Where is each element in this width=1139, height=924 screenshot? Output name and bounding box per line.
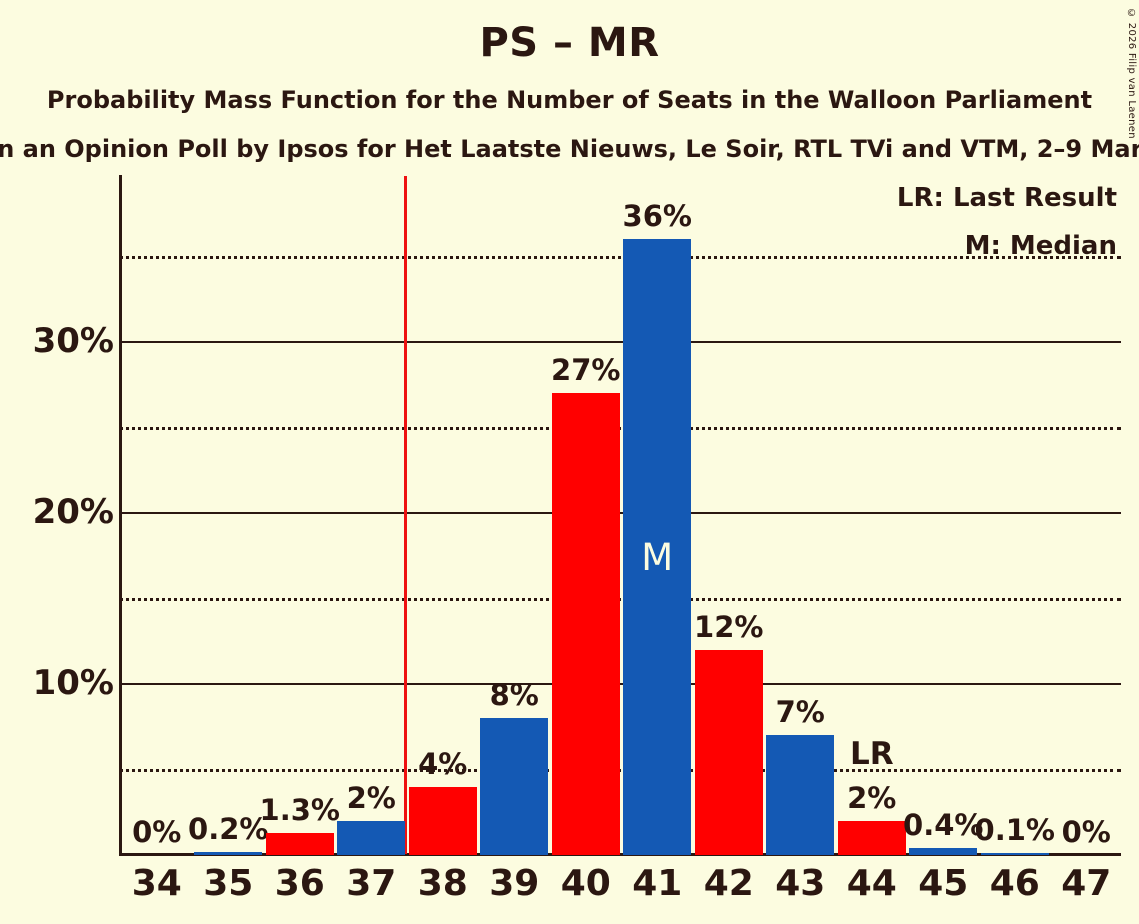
- gridline-major: [119, 512, 1121, 514]
- last-result-marker: LR: [849, 735, 894, 772]
- x-axis-tick-label-34: 34: [131, 863, 182, 904]
- bar-value-label-45: 0.4%: [903, 808, 984, 843]
- bar-value-label-43: 7%: [775, 695, 825, 730]
- bar-value-label-37: 2%: [346, 780, 396, 815]
- y-axis-tick-label: 20%: [32, 492, 114, 532]
- x-axis-tick-label-36: 36: [274, 863, 325, 904]
- gridline-minor: [119, 768, 1121, 772]
- x-axis-tick-label-46: 46: [989, 863, 1040, 904]
- majority-threshold-line: [404, 176, 407, 854]
- bar-value-label-44: 2%: [847, 780, 897, 815]
- x-axis-line: [119, 853, 1121, 856]
- bar-value-label-47: 0%: [1061, 815, 1111, 849]
- chart-header: PS – MR Probability Mass Function for th…: [0, 0, 1139, 175]
- x-axis-tick-label-42: 42: [703, 863, 754, 904]
- bar-seat-40: [551, 393, 620, 855]
- chart-source-line: Based on an Opinion Poll by Ipsos for He…: [0, 135, 1139, 163]
- chart-subtitle: Probability Mass Function for the Number…: [46, 86, 1093, 114]
- bar-value-label-38: 4%: [418, 746, 468, 781]
- bar-seat-42: [694, 649, 763, 855]
- bar-value-label-36: 1.3%: [259, 792, 340, 827]
- gridline-minor: [119, 255, 1121, 259]
- bar-seat-46: [980, 853, 1049, 855]
- page-title: PS – MR: [479, 20, 660, 66]
- y-axis-line: [119, 175, 122, 856]
- bar-value-label-34: 0%: [132, 815, 182, 849]
- y-axis-tick-label: 30%: [32, 321, 114, 361]
- bar-seat-36: [265, 832, 334, 855]
- x-axis-tick-label-40: 40: [560, 863, 611, 904]
- x-axis-tick-label-44: 44: [846, 863, 897, 904]
- bar-seat-39: [480, 718, 549, 855]
- bar-value-label-35: 0.2%: [188, 811, 269, 846]
- bar-value-label-42: 12%: [694, 609, 764, 644]
- legend-median: M: Median: [964, 231, 1117, 261]
- bar-value-label-40: 27%: [551, 353, 621, 388]
- gridline-minor: [119, 426, 1121, 430]
- bar-seat-37: [337, 820, 406, 855]
- gridline-major: [119, 683, 1121, 685]
- x-axis-tick-label-35: 35: [203, 863, 254, 904]
- bar-seat-45: [909, 848, 978, 855]
- x-axis-tick-label-38: 38: [417, 863, 468, 904]
- bar-value-label-46: 0.1%: [974, 813, 1055, 848]
- legend-last-result: LR: Last Result: [896, 183, 1117, 213]
- x-axis-tick-label-41: 41: [632, 863, 683, 904]
- copyright-notice: © 2026 Filip van Laenen: [1126, 8, 1137, 139]
- gridline-major: [119, 341, 1121, 343]
- bar-seat-41: [623, 239, 692, 855]
- x-axis-tick-label-47: 47: [1061, 863, 1112, 904]
- bar-seat-43: [766, 735, 835, 855]
- x-axis-tick-label-39: 39: [489, 863, 540, 904]
- bar-seat-38: [408, 786, 477, 855]
- gridline-minor: [119, 597, 1121, 601]
- bar-value-label-39: 8%: [489, 678, 539, 713]
- x-axis-tick-label-37: 37: [346, 863, 397, 904]
- bar-seat-35: [194, 851, 263, 855]
- x-axis-tick-label-43: 43: [775, 863, 826, 904]
- x-axis-tick-label-45: 45: [918, 863, 969, 904]
- bar-seat-44: [837, 820, 906, 855]
- bar-value-label-41: 36%: [622, 199, 692, 234]
- median-marker: M: [641, 535, 674, 579]
- y-axis-tick-label: 10%: [32, 663, 114, 703]
